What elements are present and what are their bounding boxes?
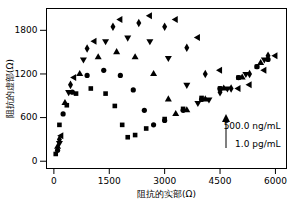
svg-text:3000: 3000 <box>153 176 176 186</box>
svg-text:4500: 4500 <box>209 176 232 186</box>
svg-text:6000: 6000 <box>264 176 287 186</box>
svg-text:500.0 ng/mL: 500.0 ng/mL <box>224 121 281 131</box>
svg-text:1200: 1200 <box>15 69 38 79</box>
svg-text:1500: 1500 <box>98 176 121 186</box>
svg-text:0: 0 <box>32 156 38 166</box>
svg-text:1.0 pg/mL: 1.0 pg/mL <box>235 139 280 149</box>
svg-text:600: 600 <box>20 112 37 122</box>
svg-text:0: 0 <box>51 176 57 186</box>
svg-text:1800: 1800 <box>15 25 38 35</box>
svg-text:阻抗的实部(Ω): 阻抗的实部(Ω) <box>137 189 196 199</box>
svg-text:阻抗的虚部(Ω): 阻抗的虚部(Ω) <box>5 59 15 118</box>
